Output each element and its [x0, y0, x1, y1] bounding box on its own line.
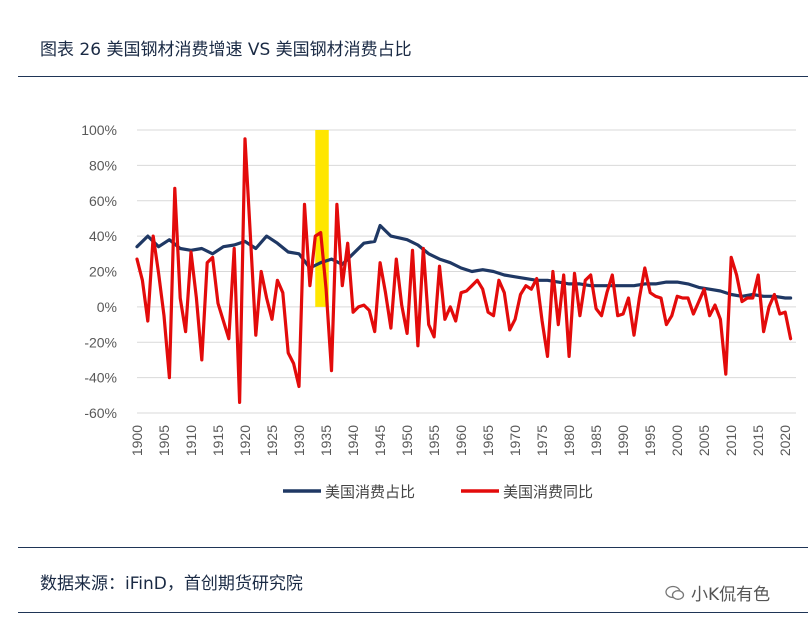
source-note: 数据来源：iFinD，首创期货研究院	[40, 574, 303, 594]
x-tick-label: 1915	[210, 425, 226, 456]
y-tick-label: -20%	[84, 334, 117, 350]
middle-divider	[18, 547, 808, 548]
x-tick-label: 1905	[156, 425, 172, 456]
x-axis-labels: 1900 1905 1910 1915 1920 1925 1930 1935 1940 1945…	[129, 425, 793, 456]
x-tick-label: 1935	[318, 425, 334, 456]
y-tick-label: 60%	[89, 193, 117, 209]
x-tick-label: 1980	[561, 425, 577, 456]
x-tick-label: 1985	[588, 425, 604, 456]
y-tick-label: 20%	[89, 264, 117, 280]
x-tick-label: 1960	[453, 425, 469, 456]
bottom-divider	[18, 612, 808, 613]
x-tick-label: 1975	[534, 425, 550, 456]
x-tick-label: 1950	[399, 425, 415, 456]
x-tick-label: 2010	[723, 425, 739, 456]
legend-label: 美国消费同比	[503, 483, 593, 501]
x-tick-label: 1970	[507, 425, 523, 456]
y-tick-label: 80%	[89, 157, 117, 173]
top-divider	[18, 76, 808, 77]
x-tick-label: 2015	[750, 425, 766, 456]
watermark: 小K侃有色	[665, 580, 770, 605]
x-tick-label: 1940	[345, 425, 361, 456]
x-tick-label: 1990	[615, 425, 631, 456]
y-axis-labels: 100% 80% 60% 40% 20% 0% -20% -40% -60%	[81, 122, 117, 421]
x-tick-label: 2000	[669, 425, 685, 456]
series-line-share	[135, 223, 793, 300]
y-tick-label: -60%	[84, 405, 117, 421]
x-tick-label: 1925	[264, 425, 280, 456]
x-tick-label: 1930	[291, 425, 307, 456]
x-tick-label: 1910	[183, 425, 199, 456]
x-tick-label: 1900	[129, 425, 145, 456]
y-tick-label: 0%	[97, 299, 117, 315]
x-tick-label: 1965	[480, 425, 496, 456]
chart-title: 图表 26 美国钢材消费增速 VS 美国钢材消费占比	[40, 40, 412, 60]
y-tick-label: -40%	[84, 370, 117, 386]
series-line-yoy	[135, 137, 793, 404]
x-tick-label: 2005	[696, 425, 712, 456]
y-tick-label: 40%	[89, 228, 117, 244]
x-tick-label: 1945	[372, 425, 388, 456]
legend: 美国消费占比 美国消费同比	[283, 483, 593, 501]
series-lines	[135, 137, 793, 404]
legend-label: 美国消费占比	[325, 483, 415, 501]
x-tick-label: 1995	[642, 425, 658, 456]
line-chart: 100%80%60%40%20%0%-20%-40%-60% 1900 1905 1…	[81, 122, 796, 501]
x-tick-label: 1955	[426, 425, 442, 456]
wechat-icon	[665, 585, 685, 600]
watermark-text: 小K侃有色	[691, 585, 771, 605]
y-tick-label: 100%	[81, 122, 117, 138]
x-tick-label: 1920	[237, 425, 253, 456]
x-tick-label: 2020	[777, 425, 793, 456]
